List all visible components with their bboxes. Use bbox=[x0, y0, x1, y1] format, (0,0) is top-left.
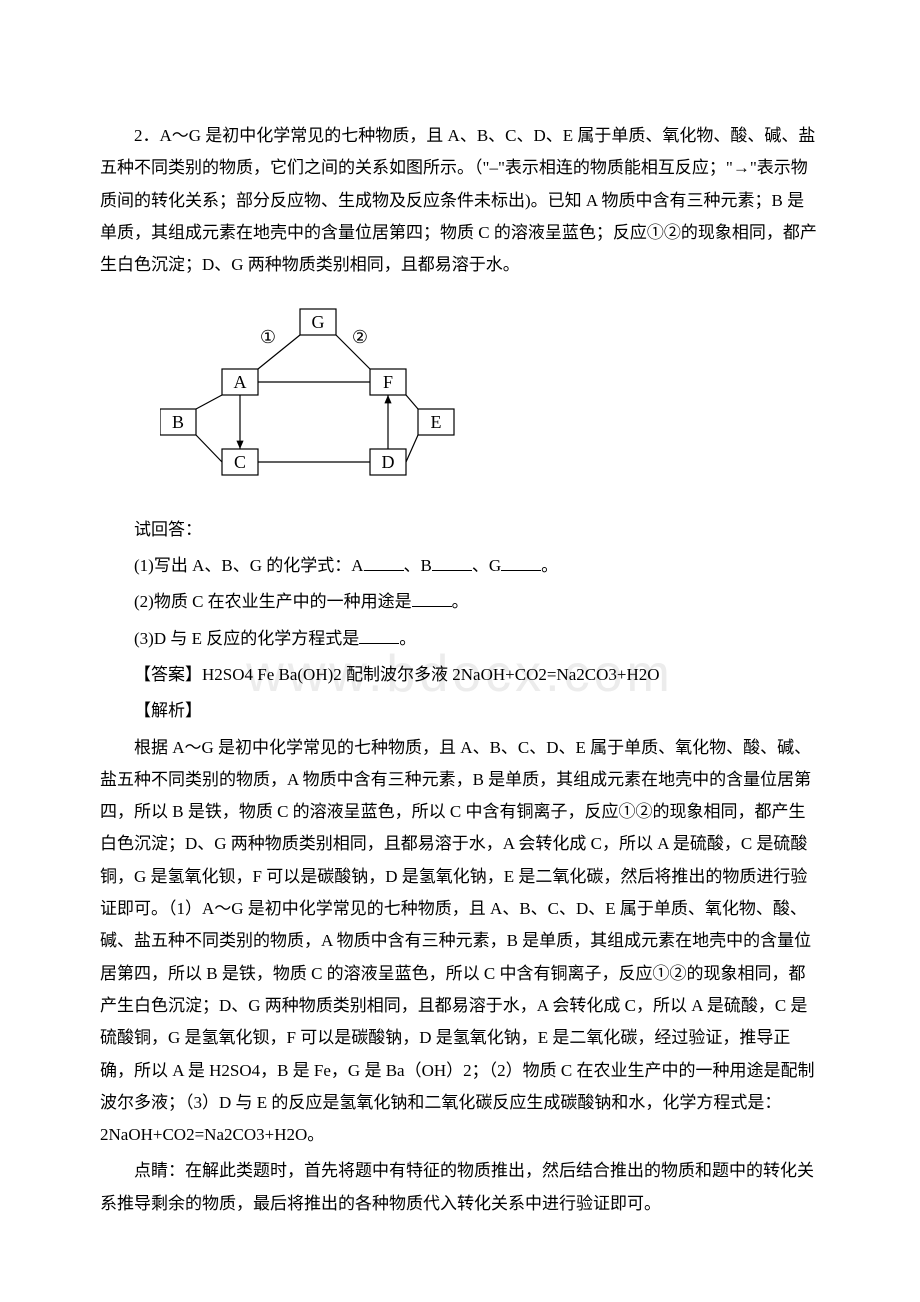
relationship-diagram: G A F B E C D ① ② bbox=[160, 299, 820, 495]
sub-question-3: (3)D 与 E 反应的化学方程式是 。 bbox=[100, 623, 820, 655]
blank-g bbox=[501, 553, 541, 571]
answer-line: 【答案】H2SO4 Fe Ba(OH)2 配制波尔多液 2NaOH+CO2=Na… bbox=[100, 659, 820, 691]
blank-a bbox=[364, 553, 404, 571]
explanation-label: 【解析】 bbox=[100, 695, 820, 727]
svg-text:D: D bbox=[382, 452, 395, 472]
q3-text-a: (3)D 与 E 反应的化学方程式是 bbox=[134, 629, 359, 648]
q1-text-d: 。 bbox=[541, 556, 558, 575]
svg-text:B: B bbox=[172, 412, 184, 432]
document-body: 2．A～G 是初中化学常见的七种物质，且 A、B、C、D、E 属于单质、氧化物、… bbox=[100, 120, 820, 1220]
sub-question-2: (2)物质 C 在农业生产中的一种用途是 。 bbox=[100, 586, 820, 618]
tip-paragraph: 点睛：在解此类题时，首先将题中有特征的物质推出，然后结合推出的物质和题中的转化关… bbox=[100, 1155, 820, 1220]
svg-text:C: C bbox=[234, 452, 246, 472]
q1-text-b: 、B bbox=[404, 556, 432, 575]
svg-text:E: E bbox=[431, 412, 442, 432]
sub-question-1: (1)写出 A、B、G 的化学式：A 、B 、G 。 bbox=[100, 550, 820, 582]
q1-text-c: 、G bbox=[472, 556, 501, 575]
svg-text:F: F bbox=[383, 372, 393, 392]
q2-text-a: (2)物质 C 在农业生产中的一种用途是 bbox=[134, 592, 412, 611]
svg-text:②: ② bbox=[352, 327, 368, 347]
blank-eq bbox=[359, 626, 399, 644]
blank-b bbox=[432, 553, 472, 571]
q1-text-a: (1)写出 A、B、G 的化学式：A bbox=[134, 556, 364, 575]
blank-use bbox=[412, 589, 452, 607]
question-intro: 2．A～G 是初中化学常见的七种物质，且 A、B、C、D、E 属于单质、氧化物、… bbox=[100, 120, 820, 281]
svg-text:A: A bbox=[234, 372, 247, 392]
q2-text-b: 。 bbox=[452, 592, 469, 611]
svg-text:G: G bbox=[312, 312, 325, 332]
explanation-body: 根据 A～G 是初中化学常见的七种物质，且 A、B、C、D、E 属于单质、氧化物… bbox=[100, 732, 820, 1152]
answer-prompt: 试回答： bbox=[100, 514, 820, 546]
svg-text:①: ① bbox=[260, 327, 276, 347]
q3-text-b: 。 bbox=[399, 629, 416, 648]
